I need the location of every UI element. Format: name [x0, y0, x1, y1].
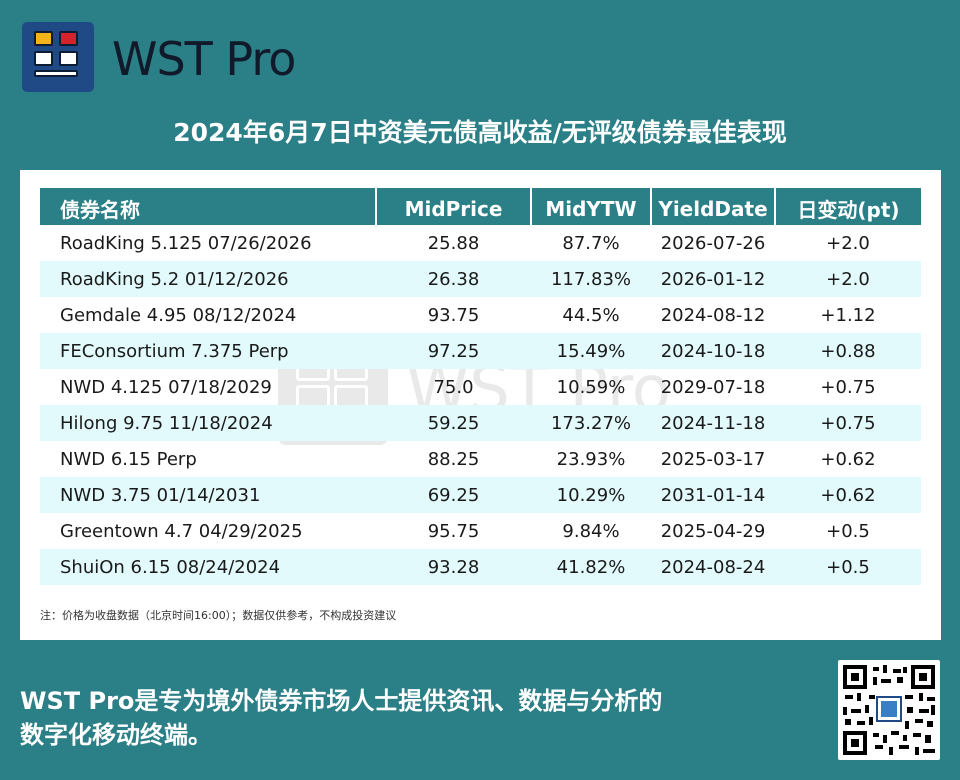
table-row: RoadKing 5.2 01/12/2026 26.38 117.83% 20… [40, 261, 921, 297]
table-row: Gemdale 4.95 08/12/2024 93.75 44.5% 2024… [40, 297, 921, 333]
cell-midytw: 9.84% [562, 520, 620, 542]
cell-bond-name: ShuiOn 6.15 08/24/2024 [40, 549, 376, 585]
cell-daily-change: +1.12 [820, 304, 876, 326]
column-header-daily-change: 日变动(pt) [775, 188, 921, 225]
cell-midytw: 10.29% [531, 477, 651, 513]
cell-daily-change: +0.5 [826, 520, 870, 542]
cell-midprice: 93.28 [376, 549, 531, 585]
table-row: Hilong 9.75 11/18/2024 59.25 173.27% 202… [40, 405, 921, 441]
cell-daily-change: +0.88 [775, 333, 921, 369]
cell-yielddate: 2025-04-29 [660, 520, 766, 542]
cell-yielddate: 2031-01-14 [651, 477, 775, 513]
cell-midprice: 59.25 [376, 405, 531, 441]
cell-yielddate: 2025-03-17 [660, 448, 766, 470]
cell-daily-change: +2.0 [826, 232, 870, 254]
cell-midytw: 15.49% [531, 333, 651, 369]
cell-midytw: 87.7% [562, 232, 620, 254]
cell-yielddate: 2024-08-24 [651, 549, 775, 585]
table-row: NWD 6.15 Perp 88.25 23.93% 2025-03-17 +0… [40, 441, 921, 477]
cell-daily-change: +0.75 [775, 405, 921, 441]
table-row: Greentown 4.7 04/29/2025 95.75 9.84% 202… [40, 513, 921, 549]
table-row: RoadKing 5.125 07/26/2026 25.88 87.7% 20… [40, 225, 921, 261]
cell-daily-change: +0.5 [775, 549, 921, 585]
cell-midytw: 10.59% [556, 376, 626, 398]
column-header-bond-name: 债券名称 [40, 188, 377, 225]
qr-code-graphic [843, 665, 935, 755]
disclaimer-note: 注：价格为收盘数据（北京时间16:00）；数据仅供参考，不构成投资建议 [40, 609, 397, 622]
table-header-row: 债券名称 MidPrice MidYTW YieldDate 日变动(pt) [40, 188, 921, 225]
cell-yielddate: 2024-10-18 [651, 333, 775, 369]
cell-daily-change: +0.62 [775, 477, 921, 513]
wst-pro-logo-icon [22, 22, 94, 92]
cell-daily-change: +0.62 [820, 448, 876, 470]
cell-midprice: 26.38 [376, 261, 531, 297]
table-row: FEConsortium 7.375 Perp 97.25 15.49% 202… [40, 333, 921, 369]
cell-daily-change: +2.0 [775, 261, 921, 297]
cell-bond-name: FEConsortium 7.375 Perp [40, 333, 376, 369]
cell-midprice: 93.75 [427, 304, 480, 326]
cell-bond-name: NWD 3.75 01/14/2031 [40, 477, 376, 513]
footer-line-2: 数字化移动终端。 [20, 721, 212, 749]
cell-yielddate: 2029-07-18 [660, 376, 766, 398]
footer-description: WST Pro是专为境外债券市场人士提供资讯、数据与分析的 数字化移动终端。 [20, 684, 820, 752]
cell-bond-name: Gemdale 4.95 08/12/2024 [60, 304, 297, 326]
table-card: WST Pro 债券名称 MidPrice MidYTW YieldDate 日… [20, 170, 941, 640]
table-row: ShuiOn 6.15 08/24/2024 93.28 41.82% 2024… [40, 549, 921, 585]
column-header-yielddate: YieldDate [651, 188, 776, 225]
table-row: NWD 4.125 07/18/2029 75.0 10.59% 2029-07… [40, 369, 921, 405]
brand-name: WST Pro [112, 32, 296, 86]
page-title: 2024年6月7日中资美元债高收益/无评级债券最佳表现 [173, 118, 787, 147]
cell-midytw: 173.27% [531, 405, 651, 441]
column-header-midytw: MidYTW [531, 188, 652, 225]
cell-midytw: 41.82% [531, 549, 651, 585]
cell-midprice: 97.25 [376, 333, 531, 369]
cell-midprice: 95.75 [427, 520, 480, 542]
cell-yielddate: 2026-07-26 [660, 232, 766, 254]
cell-bond-name: Hilong 9.75 11/18/2024 [40, 405, 376, 441]
cell-bond-name: NWD 4.125 07/18/2029 [60, 376, 272, 398]
cell-bond-name: RoadKing 5.2 01/12/2026 [40, 261, 376, 297]
cell-midytw: 117.83% [531, 261, 651, 297]
cell-midprice: 69.25 [376, 477, 531, 513]
cell-midytw: 44.5% [562, 304, 620, 326]
cell-yielddate: 2024-11-18 [651, 405, 775, 441]
cell-yielddate: 2026-01-12 [651, 261, 775, 297]
cell-daily-change: +0.75 [820, 376, 876, 398]
cell-midytw: 23.93% [556, 448, 626, 470]
qr-code-icon[interactable] [838, 660, 940, 760]
bond-table: 债券名称 MidPrice MidYTW YieldDate 日变动(pt) R… [40, 188, 921, 585]
cell-bond-name: RoadKing 5.125 07/26/2026 [60, 232, 312, 254]
cell-bond-name: Greentown 4.7 04/29/2025 [60, 520, 303, 542]
table-row: NWD 3.75 01/14/2031 69.25 10.29% 2031-01… [40, 477, 921, 513]
cell-yielddate: 2024-08-12 [660, 304, 766, 326]
cell-midprice: 25.88 [427, 232, 480, 254]
column-header-midprice: MidPrice [376, 188, 532, 225]
cell-bond-name: NWD 6.15 Perp [60, 448, 197, 470]
footer-line-1: WST Pro是专为境外债券市场人士提供资讯、数据与分析的 [20, 687, 663, 715]
cell-midprice: 75.0 [433, 376, 474, 398]
cell-midprice: 88.25 [427, 448, 480, 470]
